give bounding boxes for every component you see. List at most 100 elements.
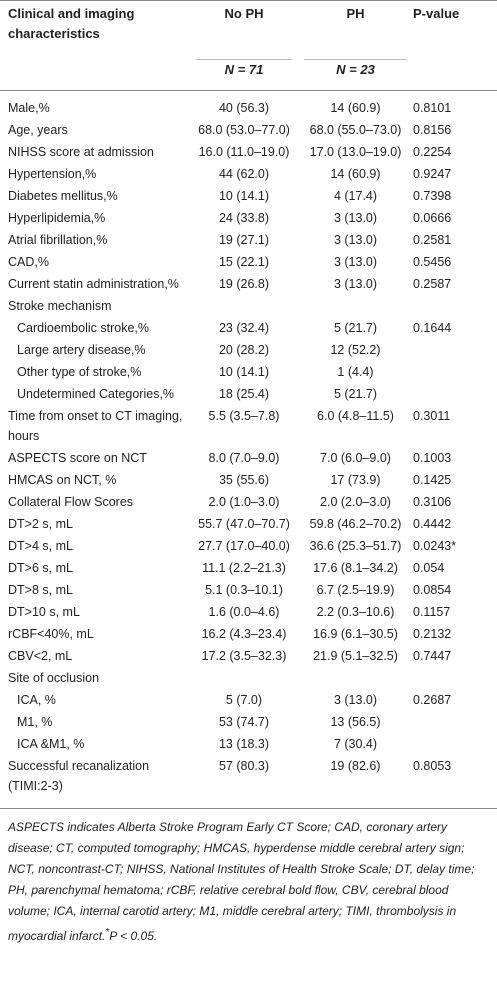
n-row: N = 71 N = 23 xyxy=(0,48,497,91)
header-row: Clinical and imaging characteristics No … xyxy=(0,0,497,48)
cell: 57 (80.3) xyxy=(190,755,298,809)
cell: 27.7 (17.0–40.0) xyxy=(198,539,290,553)
cell: 10 (14.1) xyxy=(218,365,270,379)
column-header: P-value xyxy=(413,0,497,48)
row-label: Large artery disease,% xyxy=(17,343,146,357)
cell: 5.1 (0.3–10.1) xyxy=(205,583,283,597)
cell: 16.2 (4.3–23.4) xyxy=(201,627,287,641)
blank-cell xyxy=(413,48,497,91)
table-row: Large artery disease,% 20 (28.2) 12 (52.2) xyxy=(0,339,497,361)
cell: 4 (17.4) xyxy=(333,189,378,203)
cell: 0.2581 xyxy=(413,233,452,247)
cell: 19 (26.8) xyxy=(218,277,270,291)
cell: 0.0666 xyxy=(413,211,452,225)
cell: 3 (13.0) xyxy=(333,693,378,707)
row-label: Site of occlusion xyxy=(8,671,100,685)
cell xyxy=(413,733,497,755)
table-row: ICA, % 5 (7.0) 3 (13.0) 0.2687 xyxy=(0,689,497,711)
cell: 20 (28.2) xyxy=(218,343,270,357)
table-body: Male,% 40 (56.3) 14 (60.9) 0.8101 Age, years… xyxy=(0,91,497,809)
cell xyxy=(413,339,497,361)
table-head: Clinical and imaging characteristics No … xyxy=(0,0,497,91)
cell: 3 (13.0) xyxy=(333,233,378,247)
cell: 8.0 (7.0–9.0) xyxy=(208,451,280,465)
cell: 0.2254 xyxy=(413,145,452,159)
table-row: Hypertension,% 44 (62.0) 14 (60.9) 0.9247 xyxy=(0,163,497,185)
cell: 16.0 (11.0–19.0) xyxy=(198,145,290,159)
table-row: Hyperlipidemia,% 24 (33.8) 3 (13.0) 0.0666 xyxy=(0,207,497,229)
row-label: NIHSS score at admission xyxy=(8,145,154,159)
table-row: NIHSS score at admission 16.0 (11.0–19.0)… xyxy=(0,141,497,163)
cell xyxy=(190,667,298,689)
cell: 0.4442 xyxy=(413,517,452,531)
cell: 3 (13.0) xyxy=(333,277,378,291)
row-label: Diabetes mellitus,% xyxy=(8,189,118,203)
cell: 10 (14.1) xyxy=(218,189,270,203)
cell xyxy=(413,711,497,733)
row-label: CBV<2, mL xyxy=(8,649,73,663)
blank-cell xyxy=(0,48,190,91)
cell: 35 (55.6) xyxy=(218,473,270,487)
row-label: Collateral Flow Scores xyxy=(8,495,134,509)
table-row: DT>8 s, mL 5.1 (0.3–10.1) 6.7 (2.5–19.9) 0.… xyxy=(0,579,497,601)
row-label: DT>2 s, mL xyxy=(8,517,73,531)
row-label: Male,% xyxy=(8,101,50,115)
cell: 0.9247 xyxy=(413,167,452,181)
table-row: rCBF<40%, mL 16.2 (4.3–23.4) 16.9 (6.1–30.… xyxy=(0,623,497,645)
cell: 0.5456 xyxy=(413,255,452,269)
row-label: Hyperlipidemia,% xyxy=(8,211,106,225)
cell: 16.9 (6.1–30.5) xyxy=(313,627,398,641)
cell: 19 (82.6) xyxy=(298,755,413,809)
cell: 7 (30.4) xyxy=(333,737,378,751)
row-label: Stroke mechanism xyxy=(8,299,112,313)
cell: 5 (21.7) xyxy=(333,321,378,335)
row-label: DT>8 s, mL xyxy=(8,583,73,597)
table-row: Diabetes mellitus,% 10 (14.1) 4 (17.4) 0.73… xyxy=(0,185,497,207)
cell: 0.2132 xyxy=(413,627,452,641)
row-label: Cardioembolic stroke,% xyxy=(17,321,149,335)
row-label: DT>4 s, mL xyxy=(8,539,73,553)
row-label: Atrial fibrillation,% xyxy=(8,233,108,247)
cell: 3 (13.0) xyxy=(333,255,378,269)
cell: 17 (73.9) xyxy=(330,473,381,487)
table-row: ICA &M1, % 13 (18.3) 7 (30.4) xyxy=(0,733,497,755)
cell: 23 (32.4) xyxy=(218,321,270,335)
cell: 68.0 (53.0–77.0) xyxy=(198,123,290,137)
cell: 0.1157 xyxy=(413,605,451,619)
column-header: PH xyxy=(298,0,413,48)
data-table: Clinical and imaging characteristics No … xyxy=(0,0,497,809)
cell: 5 (21.7) xyxy=(333,387,378,401)
row-label: HMCAS on NCT, % xyxy=(8,473,117,487)
cell xyxy=(298,295,413,317)
row-label: Successful recanalization (TIMI:2-3) xyxy=(0,755,190,809)
cell: 0.7398 xyxy=(413,189,452,203)
cell: 2.2 (0.3–10.6) xyxy=(316,605,395,619)
cell: 5 (7.0) xyxy=(225,693,263,707)
footnote-note: P < 0.05. xyxy=(109,929,158,943)
cell: 21.9 (5.1–32.5) xyxy=(313,649,398,663)
cell: 68.0 (55.0–73.0) xyxy=(309,123,402,137)
cell xyxy=(190,295,298,317)
table-row: HMCAS on NCT, % 35 (55.6) 17 (73.9) 0.1425 xyxy=(0,469,497,491)
cell: 0.3011 xyxy=(413,409,451,423)
footnote: ASPECTS indicates Alberta Stroke Program… xyxy=(0,809,497,947)
table-row: Male,% 40 (56.3) 14 (60.9) 0.8101 xyxy=(0,91,497,120)
table-row: Atrial fibrillation,% 19 (27.1) 3 (13.0) 0.… xyxy=(0,229,497,251)
row-label: rCBF<40%, mL xyxy=(8,627,94,641)
cell: 0.8053 xyxy=(413,755,497,809)
cell: 44 (62.0) xyxy=(218,167,270,181)
row-label: ASPECTS score on NCT xyxy=(8,451,147,465)
footnote-marker: * xyxy=(105,927,110,938)
cell: 7.0 (6.0–9.0) xyxy=(320,451,391,465)
cell: 40 (56.3) xyxy=(218,101,270,115)
table-row: DT>10 s, mL 1.6 (0.0–4.6) 2.2 (0.3–10.6) 0.… xyxy=(0,601,497,623)
cell: 17.2 (3.5–32.3) xyxy=(201,649,287,663)
cell xyxy=(413,295,497,317)
row-label: ICA &M1, % xyxy=(17,737,85,751)
cell: 36.6 (25.3–51.7) xyxy=(309,539,402,553)
cell: 6.7 (2.5–19.9) xyxy=(316,583,395,597)
column-header: Clinical and imaging characteristics xyxy=(0,0,190,48)
n-cell: N = 23 xyxy=(298,48,413,91)
table-row: DT>2 s, mL 55.7 (47.0–70.7) 59.8 (46.2–70.… xyxy=(0,513,497,535)
